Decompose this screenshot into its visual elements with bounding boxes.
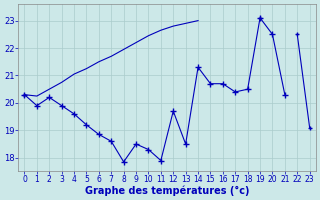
X-axis label: Graphe des températures (°c): Graphe des températures (°c) [85,185,249,196]
